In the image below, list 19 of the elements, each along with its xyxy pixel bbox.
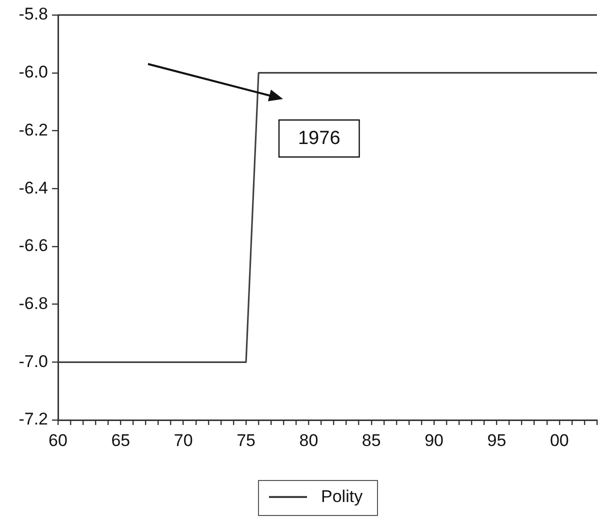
x-tick-label: 00 xyxy=(550,430,569,450)
y-tick-label: -6.4 xyxy=(18,178,48,198)
x-tick-label: 90 xyxy=(424,430,444,450)
x-tick-label: 95 xyxy=(487,430,506,450)
legend-label: Polity xyxy=(321,487,363,507)
y-tick-label: -6.8 xyxy=(18,294,48,313)
y-tick-label: -7.0 xyxy=(18,352,48,371)
x-tick-label: 65 xyxy=(111,430,130,450)
y-tick-label: -5.8 xyxy=(18,4,48,24)
y-tick-label: -6.2 xyxy=(18,120,48,140)
y-tick-label: -6.0 xyxy=(18,62,48,82)
x-tick-label: 70 xyxy=(174,430,193,450)
annotation: 1976 xyxy=(298,128,340,150)
x-tick-label: 80 xyxy=(299,430,318,450)
x-tick-label: 60 xyxy=(48,430,68,450)
x-tick-label: 75 xyxy=(236,430,256,450)
x-tick-label: 85 xyxy=(362,430,381,450)
y-tick-label: -7.2 xyxy=(18,410,48,429)
y-tick-label: -6.6 xyxy=(18,236,48,256)
